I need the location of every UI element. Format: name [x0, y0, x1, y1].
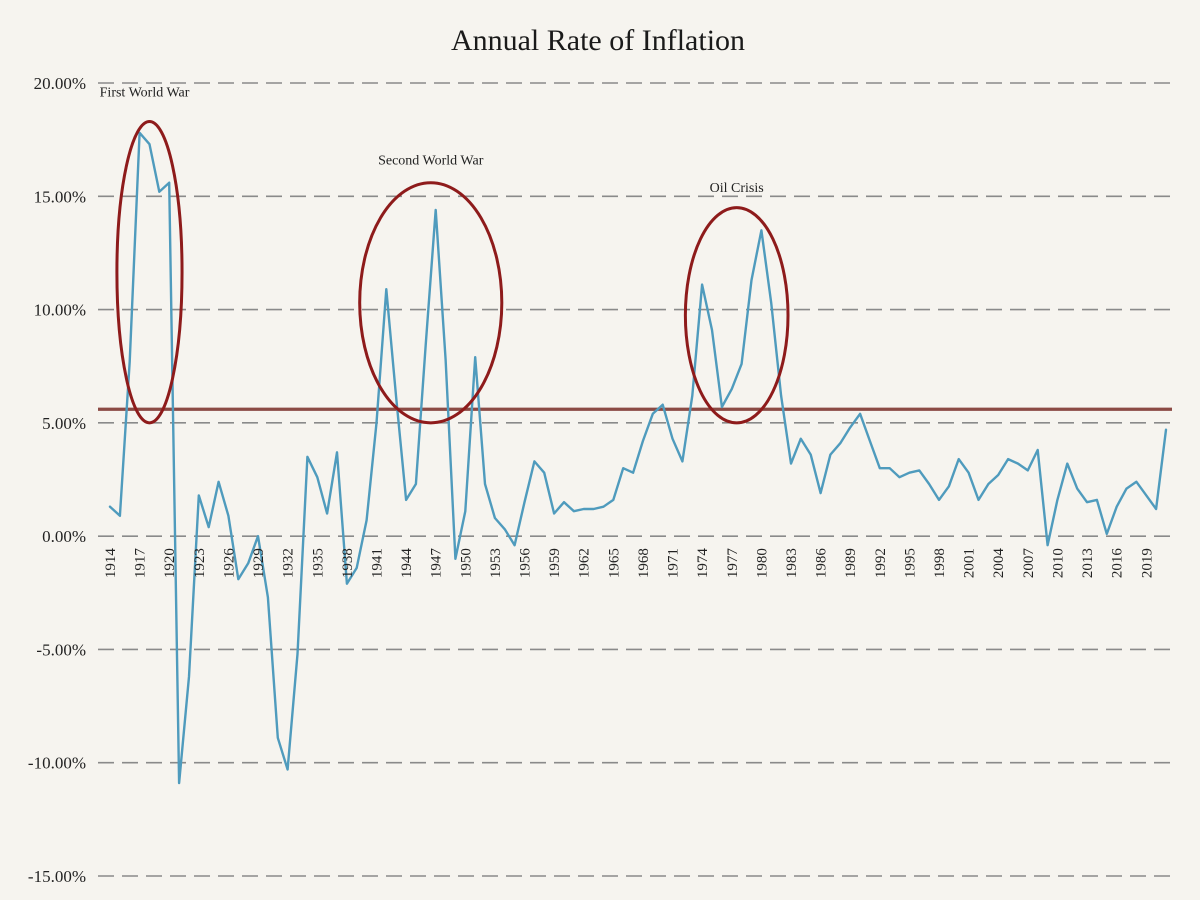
x-tick-label: 1932	[281, 548, 297, 578]
x-tick-label: 1953	[488, 548, 504, 578]
x-tick-label: 1998	[932, 548, 948, 578]
annotation-label: Second World War	[378, 154, 484, 169]
x-tick-label: 1968	[636, 548, 652, 578]
x-tick-label: 1983	[784, 548, 800, 578]
x-tick-label: 1956	[518, 548, 534, 579]
x-tick-label: 2010	[1050, 548, 1066, 578]
x-tick-label: 1938	[340, 548, 356, 578]
x-tick-label: 2004	[991, 548, 1007, 579]
annotation-label: First World War	[100, 86, 190, 101]
x-tick-label: 1986	[814, 548, 830, 579]
x-tick-label: 1944	[399, 548, 415, 579]
x-tick-label: 1974	[695, 548, 711, 579]
x-tick-label: 1935	[310, 548, 326, 578]
y-tick-label: -5.00%	[36, 640, 86, 659]
inflation-series-line	[108, 131, 1168, 785]
chart-title: Annual Rate of Inflation	[451, 24, 745, 57]
annotation-label: Oil Crisis	[710, 181, 764, 196]
y-tick-label: -15.00%	[28, 867, 86, 886]
x-tick-label: 1917	[133, 548, 149, 579]
x-tick-label: 1914	[103, 548, 119, 579]
y-tick-label: 5.00%	[42, 414, 86, 433]
x-tick-label: 1941	[369, 548, 385, 578]
x-tick-label: 2016	[1110, 548, 1126, 579]
y-tick-label: 0.00%	[42, 527, 86, 546]
x-tick-label: 1965	[606, 548, 622, 578]
x-tick-label: 2019	[1139, 548, 1155, 578]
y-tick-label: 20.00%	[34, 74, 86, 93]
x-tick-label: 1947	[429, 548, 445, 579]
x-tick-label: 2001	[962, 548, 978, 578]
oil-crisis-circle	[683, 206, 790, 425]
x-tick-label: 2013	[1080, 548, 1096, 578]
x-tick-label: 1959	[547, 548, 563, 578]
y-tick-label: 15.00%	[34, 187, 86, 206]
x-tick-label: 1920	[162, 548, 178, 578]
x-tick-label: 1992	[873, 548, 889, 578]
x-tick-label: 1926	[221, 548, 237, 579]
x-tick-label: 1971	[666, 548, 682, 578]
x-tick-label: 1923	[192, 548, 208, 578]
x-tick-label: 1950	[458, 548, 474, 578]
y-tick-label: -10.00%	[28, 754, 86, 773]
x-tick-label: 1995	[902, 548, 918, 578]
x-tick-label: 2007	[1021, 548, 1037, 579]
x-tick-label: 1980	[754, 548, 770, 578]
x-tick-label: 1989	[843, 548, 859, 578]
y-tick-label: 10.00%	[34, 301, 86, 320]
x-tick-label: 1962	[577, 548, 593, 578]
x-tick-label: 1929	[251, 548, 267, 578]
x-tick-label: 1977	[725, 548, 741, 579]
second-world-war-circle	[358, 181, 504, 425]
first-world-war-circle	[115, 120, 184, 425]
